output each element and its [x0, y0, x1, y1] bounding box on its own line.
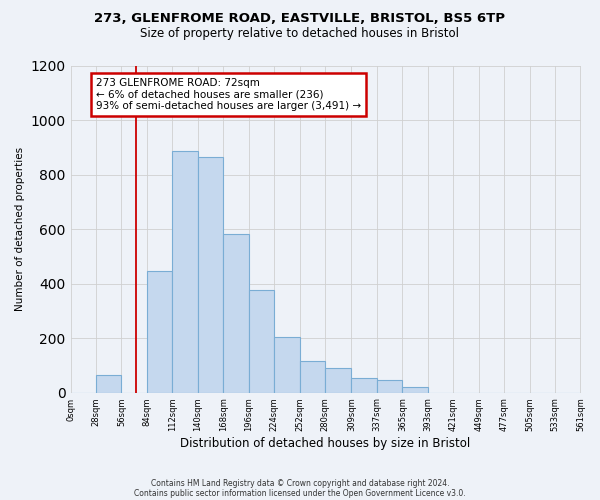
Text: Contains public sector information licensed under the Open Government Licence v3: Contains public sector information licen… — [134, 488, 466, 498]
Bar — [299, 361, 325, 392]
Bar — [172, 152, 198, 392]
Text: 273 GLENFROME ROAD: 72sqm
← 6% of detached houses are smaller (236)
93% of semi-: 273 GLENFROME ROAD: 72sqm ← 6% of detach… — [96, 78, 361, 111]
Bar — [198, 157, 223, 392]
Bar — [352, 378, 377, 392]
Text: 273, GLENFROME ROAD, EASTVILLE, BRISTOL, BS5 6TP: 273, GLENFROME ROAD, EASTVILLE, BRISTOL,… — [95, 12, 505, 26]
Bar — [249, 290, 274, 392]
Bar — [403, 387, 428, 392]
Bar — [377, 380, 403, 392]
Text: Contains HM Land Registry data © Crown copyright and database right 2024.: Contains HM Land Registry data © Crown c… — [151, 478, 449, 488]
Bar — [325, 368, 352, 392]
Bar — [274, 336, 299, 392]
Bar — [147, 272, 172, 392]
Bar — [96, 375, 121, 392]
Text: Size of property relative to detached houses in Bristol: Size of property relative to detached ho… — [140, 28, 460, 40]
X-axis label: Distribution of detached houses by size in Bristol: Distribution of detached houses by size … — [181, 437, 470, 450]
Bar — [223, 234, 249, 392]
Y-axis label: Number of detached properties: Number of detached properties — [15, 147, 25, 311]
